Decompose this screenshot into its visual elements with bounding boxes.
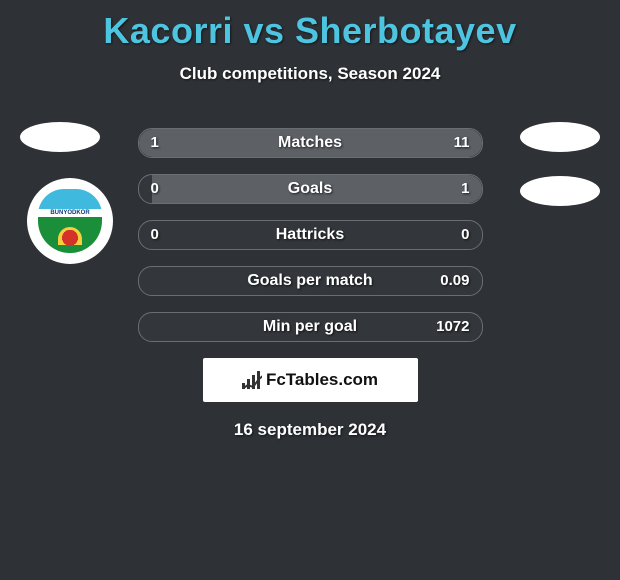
stat-row: Min per goal1072: [138, 312, 483, 342]
stat-row: 0Hattricks0: [138, 220, 483, 250]
page-subtitle: Club competitions, Season 2024: [0, 64, 620, 84]
stat-label: Goals per match: [139, 267, 482, 295]
stat-label: Matches: [139, 129, 482, 157]
player-left-placeholder: [20, 122, 100, 152]
club-right-placeholder: [520, 176, 600, 206]
stat-label: Goals: [139, 175, 482, 203]
stats-container: 1Matches110Goals10Hattricks0Goals per ma…: [138, 128, 483, 342]
stat-row: 1Matches11: [138, 128, 483, 158]
stat-value-right: 1: [461, 175, 469, 203]
stat-label: Hattricks: [139, 221, 482, 249]
club-badge-graphic: BUNYODKOR: [38, 189, 102, 253]
club-left-badge: BUNYODKOR: [27, 178, 113, 264]
brand-logo-box: FcTables.com: [203, 358, 418, 402]
stat-row: Goals per match0.09: [138, 266, 483, 296]
date-line: 16 september 2024: [0, 420, 620, 440]
page-title: Kacorri vs Sherbotayev: [0, 0, 620, 52]
player-right-placeholder: [520, 122, 600, 152]
stat-label: Min per goal: [139, 313, 482, 341]
stat-value-right: 0.09: [440, 267, 469, 295]
brand-text: FcTables.com: [266, 370, 378, 390]
stat-row: 0Goals1: [138, 174, 483, 204]
bars-icon: [242, 371, 260, 389]
stat-value-right: 1072: [436, 313, 469, 341]
stat-value-right: 0: [461, 221, 469, 249]
club-badge-label: BUNYODKOR: [38, 209, 102, 217]
stat-value-right: 11: [454, 129, 470, 157]
